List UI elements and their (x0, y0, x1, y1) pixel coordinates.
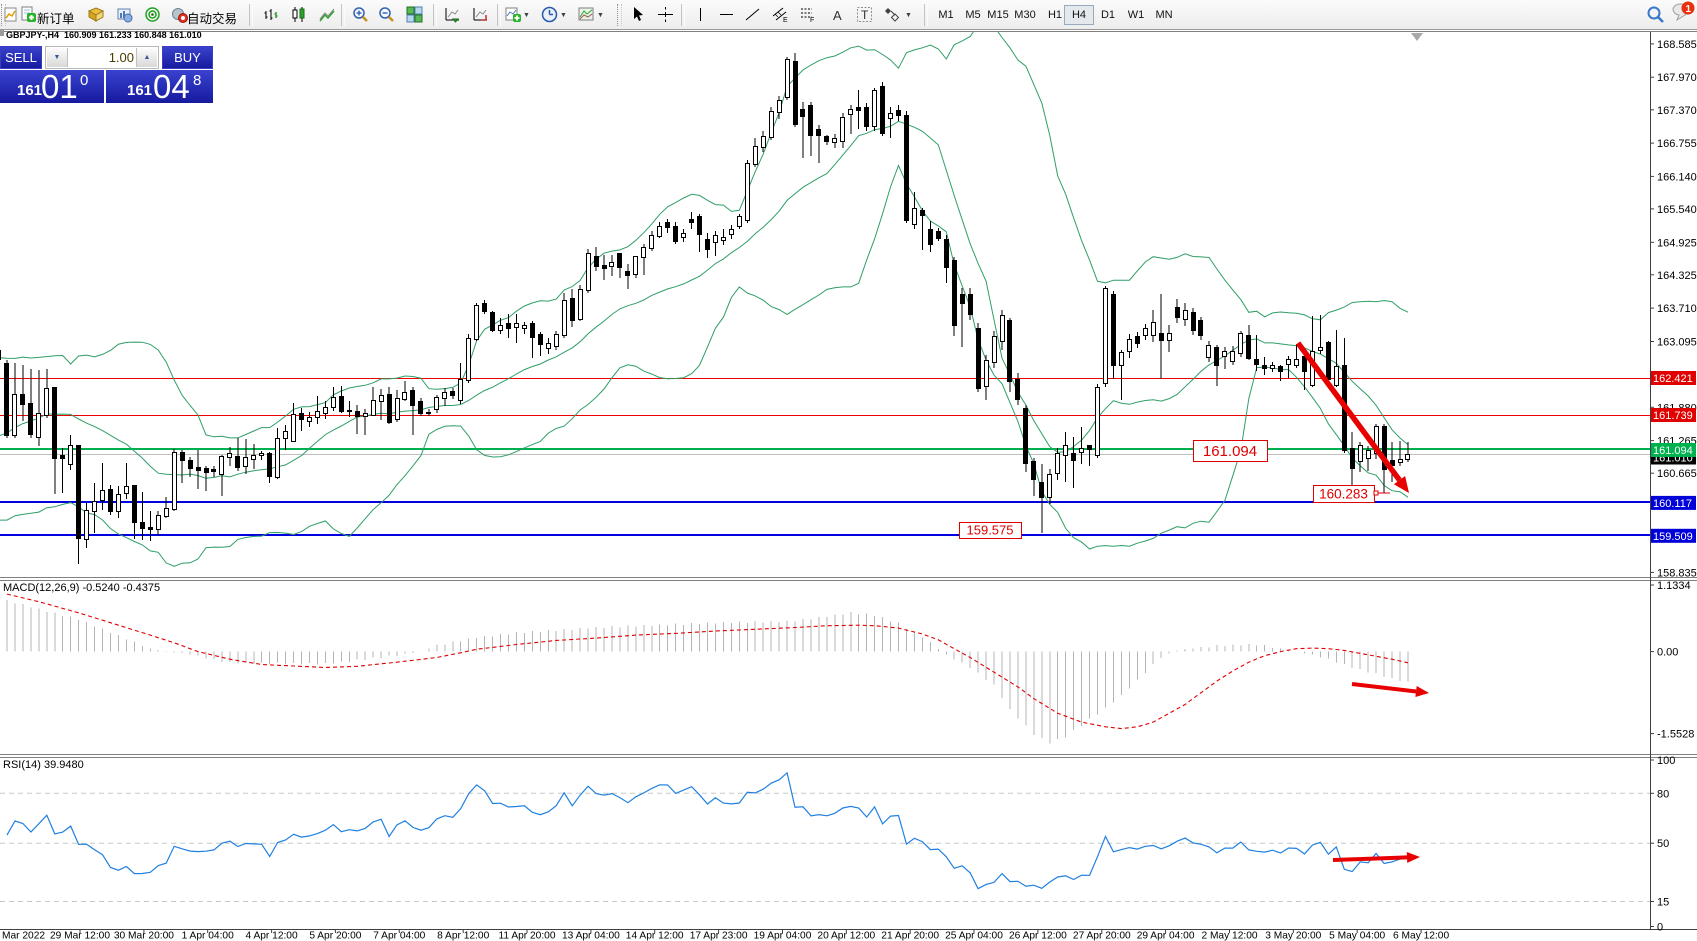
svg-text:11 Apr 20:00: 11 Apr 20:00 (498, 931, 555, 941)
svg-text:19 Apr 04:00: 19 Apr 04:00 (754, 931, 812, 941)
svg-text:165.540: 165.540 (1657, 204, 1697, 216)
svg-text:13 Apr 04:00: 13 Apr 04:00 (562, 931, 620, 941)
svg-text:1.1334: 1.1334 (1657, 580, 1691, 592)
svg-text:5 Apr 20:00: 5 Apr 20:00 (309, 931, 361, 941)
svg-text:164.925: 164.925 (1657, 237, 1697, 249)
svg-text:164.325: 164.325 (1657, 270, 1697, 282)
svg-text:162.421: 162.421 (1653, 373, 1693, 385)
svg-text:100: 100 (1657, 755, 1675, 767)
svg-text:MACD(12,26,9) -0.5240 -0.4375: MACD(12,26,9) -0.5240 -0.4375 (3, 582, 160, 594)
svg-text:7 Apr 04:00: 7 Apr 04:00 (373, 931, 425, 941)
svg-text:29 Mar 12:00: 29 Mar 12:00 (50, 931, 110, 941)
svg-text:20 Apr 12:00: 20 Apr 12:00 (817, 931, 875, 941)
svg-text:1 Apr 04:00: 1 Apr 04:00 (182, 931, 234, 941)
svg-text:167.370: 167.370 (1657, 105, 1697, 117)
svg-text:160.665: 160.665 (1657, 468, 1697, 480)
svg-text:161.094: 161.094 (1653, 445, 1693, 457)
svg-text:80: 80 (1657, 788, 1669, 800)
svg-text:-1.5528: -1.5528 (1657, 729, 1694, 741)
svg-text:160.117: 160.117 (1653, 498, 1692, 510)
svg-text:5 May 04:00: 5 May 04:00 (1329, 931, 1385, 941)
svg-text:15: 15 (1657, 897, 1669, 909)
svg-text:1: 1 (1686, 4, 1692, 15)
svg-text:0: 0 (1657, 922, 1663, 934)
svg-text:159.575: 159.575 (967, 523, 1014, 538)
svg-text:21 Apr 20:00: 21 Apr 20:00 (881, 931, 939, 941)
svg-text:26 Apr 12:00: 26 Apr 12:00 (1009, 931, 1067, 941)
svg-text:50: 50 (1657, 838, 1669, 850)
svg-text:167.970: 167.970 (1657, 72, 1697, 84)
svg-text:4 Apr 12:00: 4 Apr 12:00 (246, 931, 298, 941)
svg-text:30 Mar 20:00: 30 Mar 20:00 (114, 931, 174, 941)
svg-text:163.095: 163.095 (1657, 337, 1697, 349)
svg-text:8 Apr 12:00: 8 Apr 12:00 (437, 931, 489, 941)
svg-text:163.710: 163.710 (1657, 303, 1697, 315)
svg-text:166.140: 166.140 (1657, 171, 1697, 183)
svg-text:2 May 12:00: 2 May 12:00 (1201, 931, 1257, 941)
svg-text:RSI(14) 39.9480: RSI(14) 39.9480 (3, 759, 84, 771)
svg-text:161.094: 161.094 (1203, 443, 1257, 460)
svg-text:27 Apr 20:00: 27 Apr 20:00 (1073, 931, 1131, 941)
svg-text:0.00: 0.00 (1657, 647, 1678, 659)
svg-text:160.283: 160.283 (1319, 486, 1368, 501)
svg-text:E: E (783, 17, 788, 23)
svg-text:161.739: 161.739 (1653, 410, 1693, 422)
svg-text:6 May 12:00: 6 May 12:00 (1393, 931, 1449, 941)
svg-text:25 Apr 04:00: 25 Apr 04:00 (945, 931, 1003, 941)
svg-text:166.755: 166.755 (1657, 138, 1697, 150)
svg-text:158.835: 158.835 (1657, 567, 1697, 579)
svg-text:159.509: 159.509 (1653, 531, 1693, 543)
svg-text:Mar 2022: Mar 2022 (2, 931, 45, 941)
svg-text:F: F (810, 17, 814, 23)
svg-text:T: T (861, 8, 869, 22)
svg-text:14 Apr 12:00: 14 Apr 12:00 (626, 931, 684, 941)
svg-text:29 Apr 04:00: 29 Apr 04:00 (1137, 931, 1195, 941)
svg-text:168.585: 168.585 (1657, 39, 1697, 51)
svg-text:17 Apr 23:00: 17 Apr 23:00 (690, 931, 748, 941)
svg-text:3 May 20:00: 3 May 20:00 (1265, 931, 1321, 941)
